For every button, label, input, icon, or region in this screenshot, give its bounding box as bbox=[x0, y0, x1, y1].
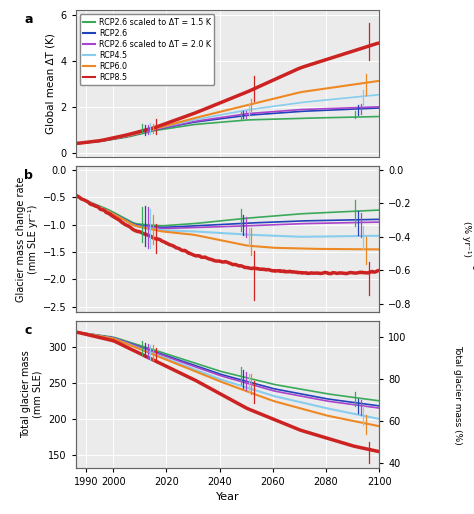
Text: c: c bbox=[24, 324, 32, 337]
Y-axis label: Glacier mass change rate
(mm SLE yr⁻¹): Glacier mass change rate (mm SLE yr⁻¹) bbox=[16, 176, 37, 302]
Y-axis label: Glacier mass change rate
(% yr⁻¹): Glacier mass change rate (% yr⁻¹) bbox=[462, 181, 474, 297]
Y-axis label: Total glacier mass
(mm SLE): Total glacier mass (mm SLE) bbox=[21, 351, 43, 438]
Legend: RCP2.6 scaled to ΔT = 1.5 K, RCP2.6, RCP2.6 scaled to ΔT = 2.0 K, RCP4.5, RCP6.0: RCP2.6 scaled to ΔT = 1.5 K, RCP2.6, RCP… bbox=[80, 14, 214, 85]
Text: b: b bbox=[24, 169, 33, 181]
Y-axis label: Total glacier mass (%): Total glacier mass (%) bbox=[453, 344, 462, 444]
Text: a: a bbox=[24, 13, 33, 26]
Y-axis label: Global mean ΔT (K): Global mean ΔT (K) bbox=[45, 33, 55, 134]
X-axis label: Year: Year bbox=[216, 492, 239, 502]
